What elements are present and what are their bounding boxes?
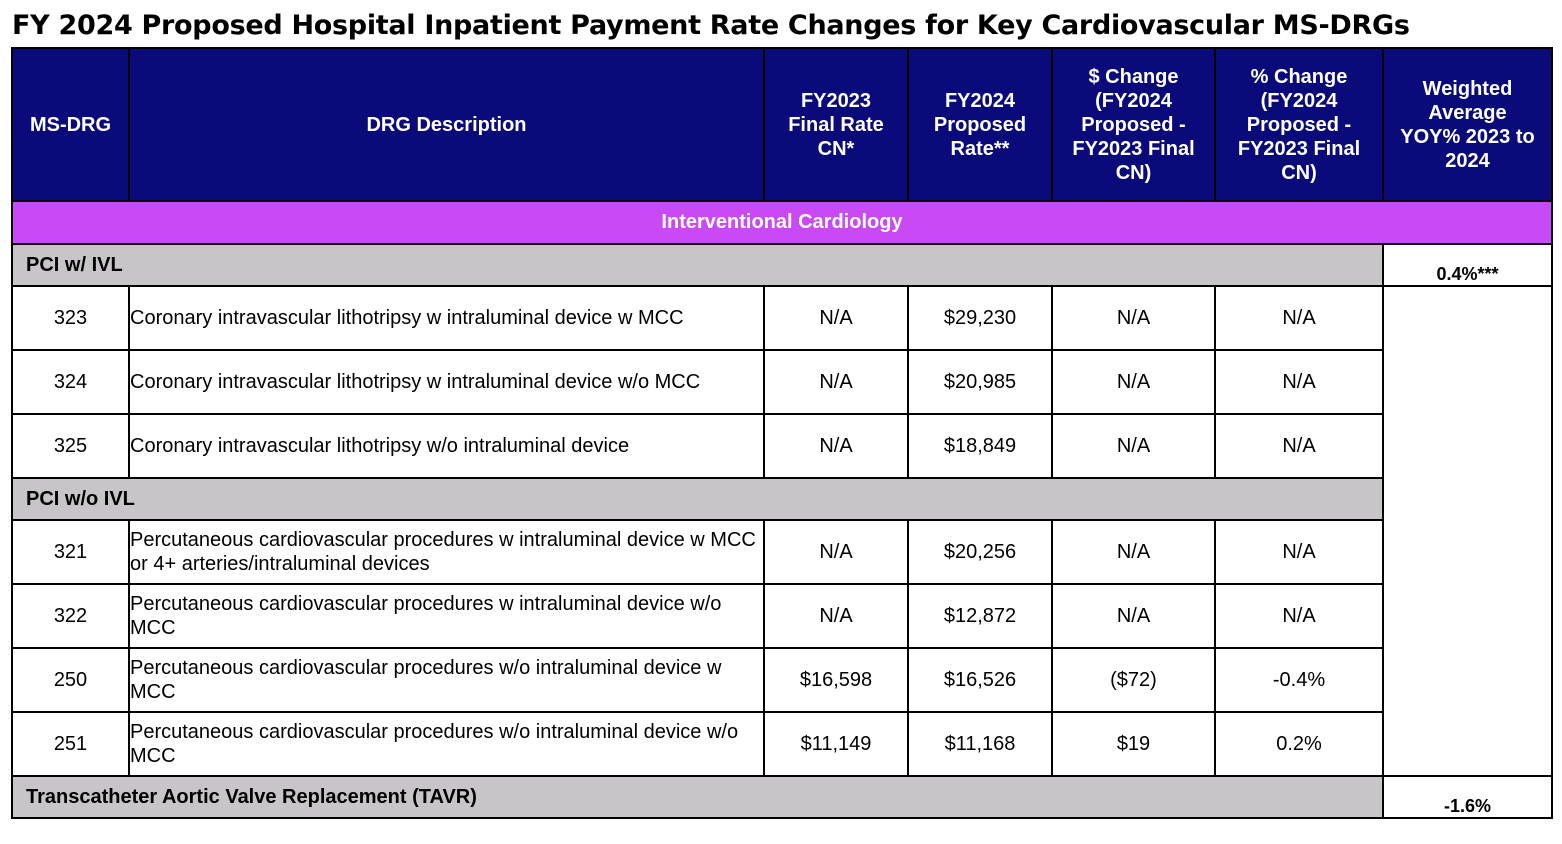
percent-change: N/A (1214, 583, 1384, 649)
weighted-average-value: 0.4%*** (1382, 243, 1553, 287)
payment-rate-table: MS-DRG DRG Description FY2023 Final Rate… (11, 47, 1553, 819)
drg-description: Coronary intravascular lithotripsy w int… (128, 349, 765, 415)
fy2023-rate: N/A (763, 349, 909, 415)
subheader-label: PCI w/ IVL (11, 243, 1384, 287)
drg-code: 250 (11, 647, 130, 713)
subheader-label: PCI w/o IVL (11, 477, 1384, 521)
table-row: 250 Percutaneous cardiovascular procedur… (11, 647, 1552, 713)
table-row: 323 Coronary intravascular lithotripsy w… (11, 285, 1553, 777)
fy2023-rate: N/A (763, 583, 909, 649)
subheader-row: PCI w/o IVL (11, 477, 1552, 521)
header-description: DRG Description (128, 47, 765, 202)
dollar-change: N/A (1051, 285, 1216, 351)
dollar-change: N/A (1051, 583, 1216, 649)
header-row: MS-DRG DRG Description FY2023 Final Rate… (11, 47, 1553, 202)
dollar-change: N/A (1051, 519, 1216, 585)
fy2023-rate: $11,149 (763, 711, 909, 777)
header-percent-change: % Change (FY2024 Proposed - FY2023 Final… (1214, 47, 1384, 202)
weighted-average-value: -1.6% (1382, 775, 1553, 819)
percent-change: N/A (1214, 413, 1384, 479)
fy2023-rate: N/A (763, 285, 909, 351)
percent-change: 0.2% (1214, 711, 1384, 777)
drg-code: 321 (11, 519, 130, 585)
drg-code: 323 (11, 285, 130, 351)
percent-change: -0.4% (1214, 647, 1384, 713)
dollar-change: $19 (1051, 711, 1216, 777)
fy2024-rate: $20,985 (907, 349, 1053, 415)
drg-code: 324 (11, 349, 130, 415)
header-weighted-average: Weighted Average YOY% 2023 to 2024 (1382, 47, 1553, 202)
dollar-change: N/A (1051, 413, 1216, 479)
subheader-label: Transcatheter Aortic Valve Replacement (… (11, 775, 1384, 819)
page-title: FY 2024 Proposed Hospital Inpatient Paym… (12, 10, 1410, 41)
weighted-average-blank (1382, 286, 1553, 777)
fy2024-rate: $16,526 (907, 647, 1053, 713)
table-row: 251 Percutaneous cardiovascular procedur… (11, 711, 1552, 777)
header-fy2023-final-rate: FY2023 Final Rate CN* (763, 47, 909, 202)
fy2023-rate: N/A (763, 519, 909, 585)
fy2024-rate: $20,256 (907, 519, 1053, 585)
table-row: 321 Percutaneous cardiovascular procedur… (11, 519, 1552, 585)
drg-code: 251 (11, 711, 130, 777)
header-msdrg: MS-DRG (11, 47, 130, 202)
dollar-change: N/A (1051, 349, 1216, 415)
fy2024-rate: $12,872 (907, 583, 1053, 649)
fy2024-rate: $18,849 (907, 413, 1053, 479)
subheader-row: PCI w/ IVL 0.4%*** (11, 243, 1553, 287)
header-fy2024-proposed-rate: FY2024 Proposed Rate** (907, 47, 1053, 202)
drg-description: Percutaneous cardiovascular procedures w… (128, 583, 765, 649)
drg-description: Percutaneous cardiovascular procedures w… (128, 519, 765, 585)
subheader-row: Transcatheter Aortic Valve Replacement (… (11, 775, 1553, 819)
percent-change: N/A (1214, 349, 1384, 415)
fy2024-rate: $11,168 (907, 711, 1053, 777)
table-row: 325 Coronary intravascular lithotripsy w… (11, 413, 1552, 479)
dollar-change: ($72) (1051, 647, 1216, 713)
table-row: 324 Coronary intravascular lithotripsy w… (11, 349, 1552, 415)
drg-description: Percutaneous cardiovascular procedures w… (128, 647, 765, 713)
drg-description: Coronary intravascular lithotripsy w int… (128, 285, 765, 351)
table-row: 322 Percutaneous cardiovascular procedur… (11, 583, 1552, 649)
drg-code: 325 (11, 413, 130, 479)
category-label: Interventional Cardiology (11, 200, 1553, 245)
percent-change: N/A (1214, 285, 1384, 351)
fy2023-rate: N/A (763, 413, 909, 479)
drg-description: Coronary intravascular lithotripsy w/o i… (128, 413, 765, 479)
drg-description: Percutaneous cardiovascular procedures w… (128, 711, 765, 777)
fy2023-rate: $16,598 (763, 647, 909, 713)
fy2024-rate: $29,230 (907, 285, 1053, 351)
category-row: Interventional Cardiology (11, 200, 1553, 245)
drg-code: 322 (11, 583, 130, 649)
header-dollar-change: $ Change (FY2024 Proposed - FY2023 Final… (1051, 47, 1216, 202)
percent-change: N/A (1214, 519, 1384, 585)
